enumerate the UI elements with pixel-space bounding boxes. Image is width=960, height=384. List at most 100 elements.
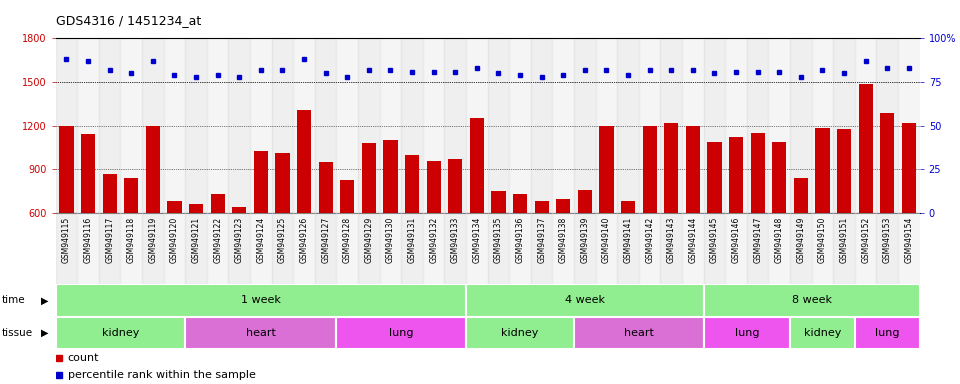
Bar: [272, 213, 294, 284]
Text: GSM949131: GSM949131: [408, 217, 417, 263]
Text: GSM949119: GSM949119: [149, 217, 157, 263]
Bar: [362, 143, 376, 213]
Bar: [509, 38, 531, 213]
Bar: [56, 213, 77, 284]
Text: GSM949129: GSM949129: [365, 217, 373, 263]
Bar: [142, 213, 163, 284]
Bar: [513, 194, 527, 213]
Bar: [469, 119, 484, 213]
Text: GSM949144: GSM949144: [688, 217, 697, 263]
Bar: [790, 317, 855, 349]
Bar: [553, 213, 574, 284]
Bar: [901, 123, 916, 213]
Bar: [617, 38, 639, 213]
Bar: [232, 207, 247, 213]
Bar: [574, 213, 595, 284]
Bar: [833, 38, 855, 213]
Bar: [358, 213, 380, 284]
Text: GSM949128: GSM949128: [343, 217, 351, 263]
Bar: [768, 213, 790, 284]
Bar: [121, 38, 142, 213]
Text: GSM949122: GSM949122: [213, 217, 222, 263]
Bar: [467, 213, 488, 284]
Bar: [401, 38, 422, 213]
Bar: [383, 140, 397, 213]
Text: GSM949120: GSM949120: [170, 217, 179, 263]
Bar: [207, 213, 228, 284]
Bar: [401, 213, 423, 284]
Text: tissue: tissue: [2, 328, 33, 338]
Bar: [574, 38, 595, 213]
Text: GSM949142: GSM949142: [645, 217, 654, 263]
Bar: [660, 213, 682, 284]
Bar: [790, 38, 812, 213]
Bar: [444, 213, 467, 284]
Text: GSM949126: GSM949126: [300, 217, 308, 263]
Text: GSM949140: GSM949140: [602, 217, 611, 263]
Bar: [595, 213, 617, 284]
Bar: [899, 213, 920, 284]
Bar: [812, 213, 833, 284]
Text: GDS4316 / 1451234_at: GDS4316 / 1451234_at: [56, 14, 201, 27]
Bar: [294, 38, 315, 213]
Bar: [812, 38, 833, 213]
Bar: [426, 161, 441, 213]
Bar: [228, 213, 250, 284]
Bar: [77, 213, 99, 284]
Text: GSM949136: GSM949136: [516, 217, 524, 263]
Bar: [535, 202, 549, 213]
Bar: [81, 134, 95, 213]
Text: kidney: kidney: [804, 328, 841, 338]
Bar: [189, 204, 204, 213]
Text: GSM949124: GSM949124: [256, 217, 265, 263]
Bar: [185, 213, 207, 284]
Bar: [340, 180, 354, 213]
Bar: [621, 202, 636, 213]
Bar: [405, 155, 420, 213]
Bar: [207, 38, 228, 213]
Text: time: time: [2, 295, 26, 306]
Bar: [77, 38, 99, 213]
Bar: [444, 38, 467, 213]
Bar: [595, 38, 617, 213]
Text: kidney: kidney: [501, 328, 539, 338]
Bar: [253, 151, 268, 213]
Bar: [682, 38, 704, 213]
Bar: [876, 38, 899, 213]
Text: GSM949132: GSM949132: [429, 217, 438, 263]
Text: GSM949137: GSM949137: [538, 217, 546, 263]
Bar: [664, 123, 679, 213]
Bar: [337, 38, 358, 213]
Bar: [422, 38, 444, 213]
Text: GSM949151: GSM949151: [840, 217, 849, 263]
Bar: [294, 213, 315, 284]
Bar: [337, 317, 467, 349]
Bar: [726, 213, 747, 284]
Text: GSM949115: GSM949115: [62, 217, 71, 263]
Bar: [380, 213, 401, 284]
Text: GSM949149: GSM949149: [797, 217, 805, 263]
Bar: [768, 38, 790, 213]
Bar: [276, 154, 290, 213]
Bar: [124, 178, 138, 213]
Bar: [185, 38, 207, 213]
Bar: [772, 142, 786, 213]
Bar: [729, 137, 743, 213]
Text: GSM949147: GSM949147: [754, 217, 762, 263]
Bar: [56, 317, 185, 349]
Bar: [509, 213, 531, 284]
Bar: [790, 213, 812, 284]
Bar: [751, 133, 765, 213]
Text: GSM949116: GSM949116: [84, 217, 92, 263]
Bar: [423, 213, 444, 284]
Bar: [682, 213, 704, 284]
Bar: [855, 213, 876, 284]
Bar: [833, 213, 855, 284]
Text: GSM949118: GSM949118: [127, 217, 135, 263]
Bar: [319, 162, 333, 213]
Bar: [855, 38, 876, 213]
Bar: [488, 38, 510, 213]
Bar: [704, 284, 920, 317]
Bar: [99, 213, 121, 284]
Bar: [642, 126, 657, 213]
